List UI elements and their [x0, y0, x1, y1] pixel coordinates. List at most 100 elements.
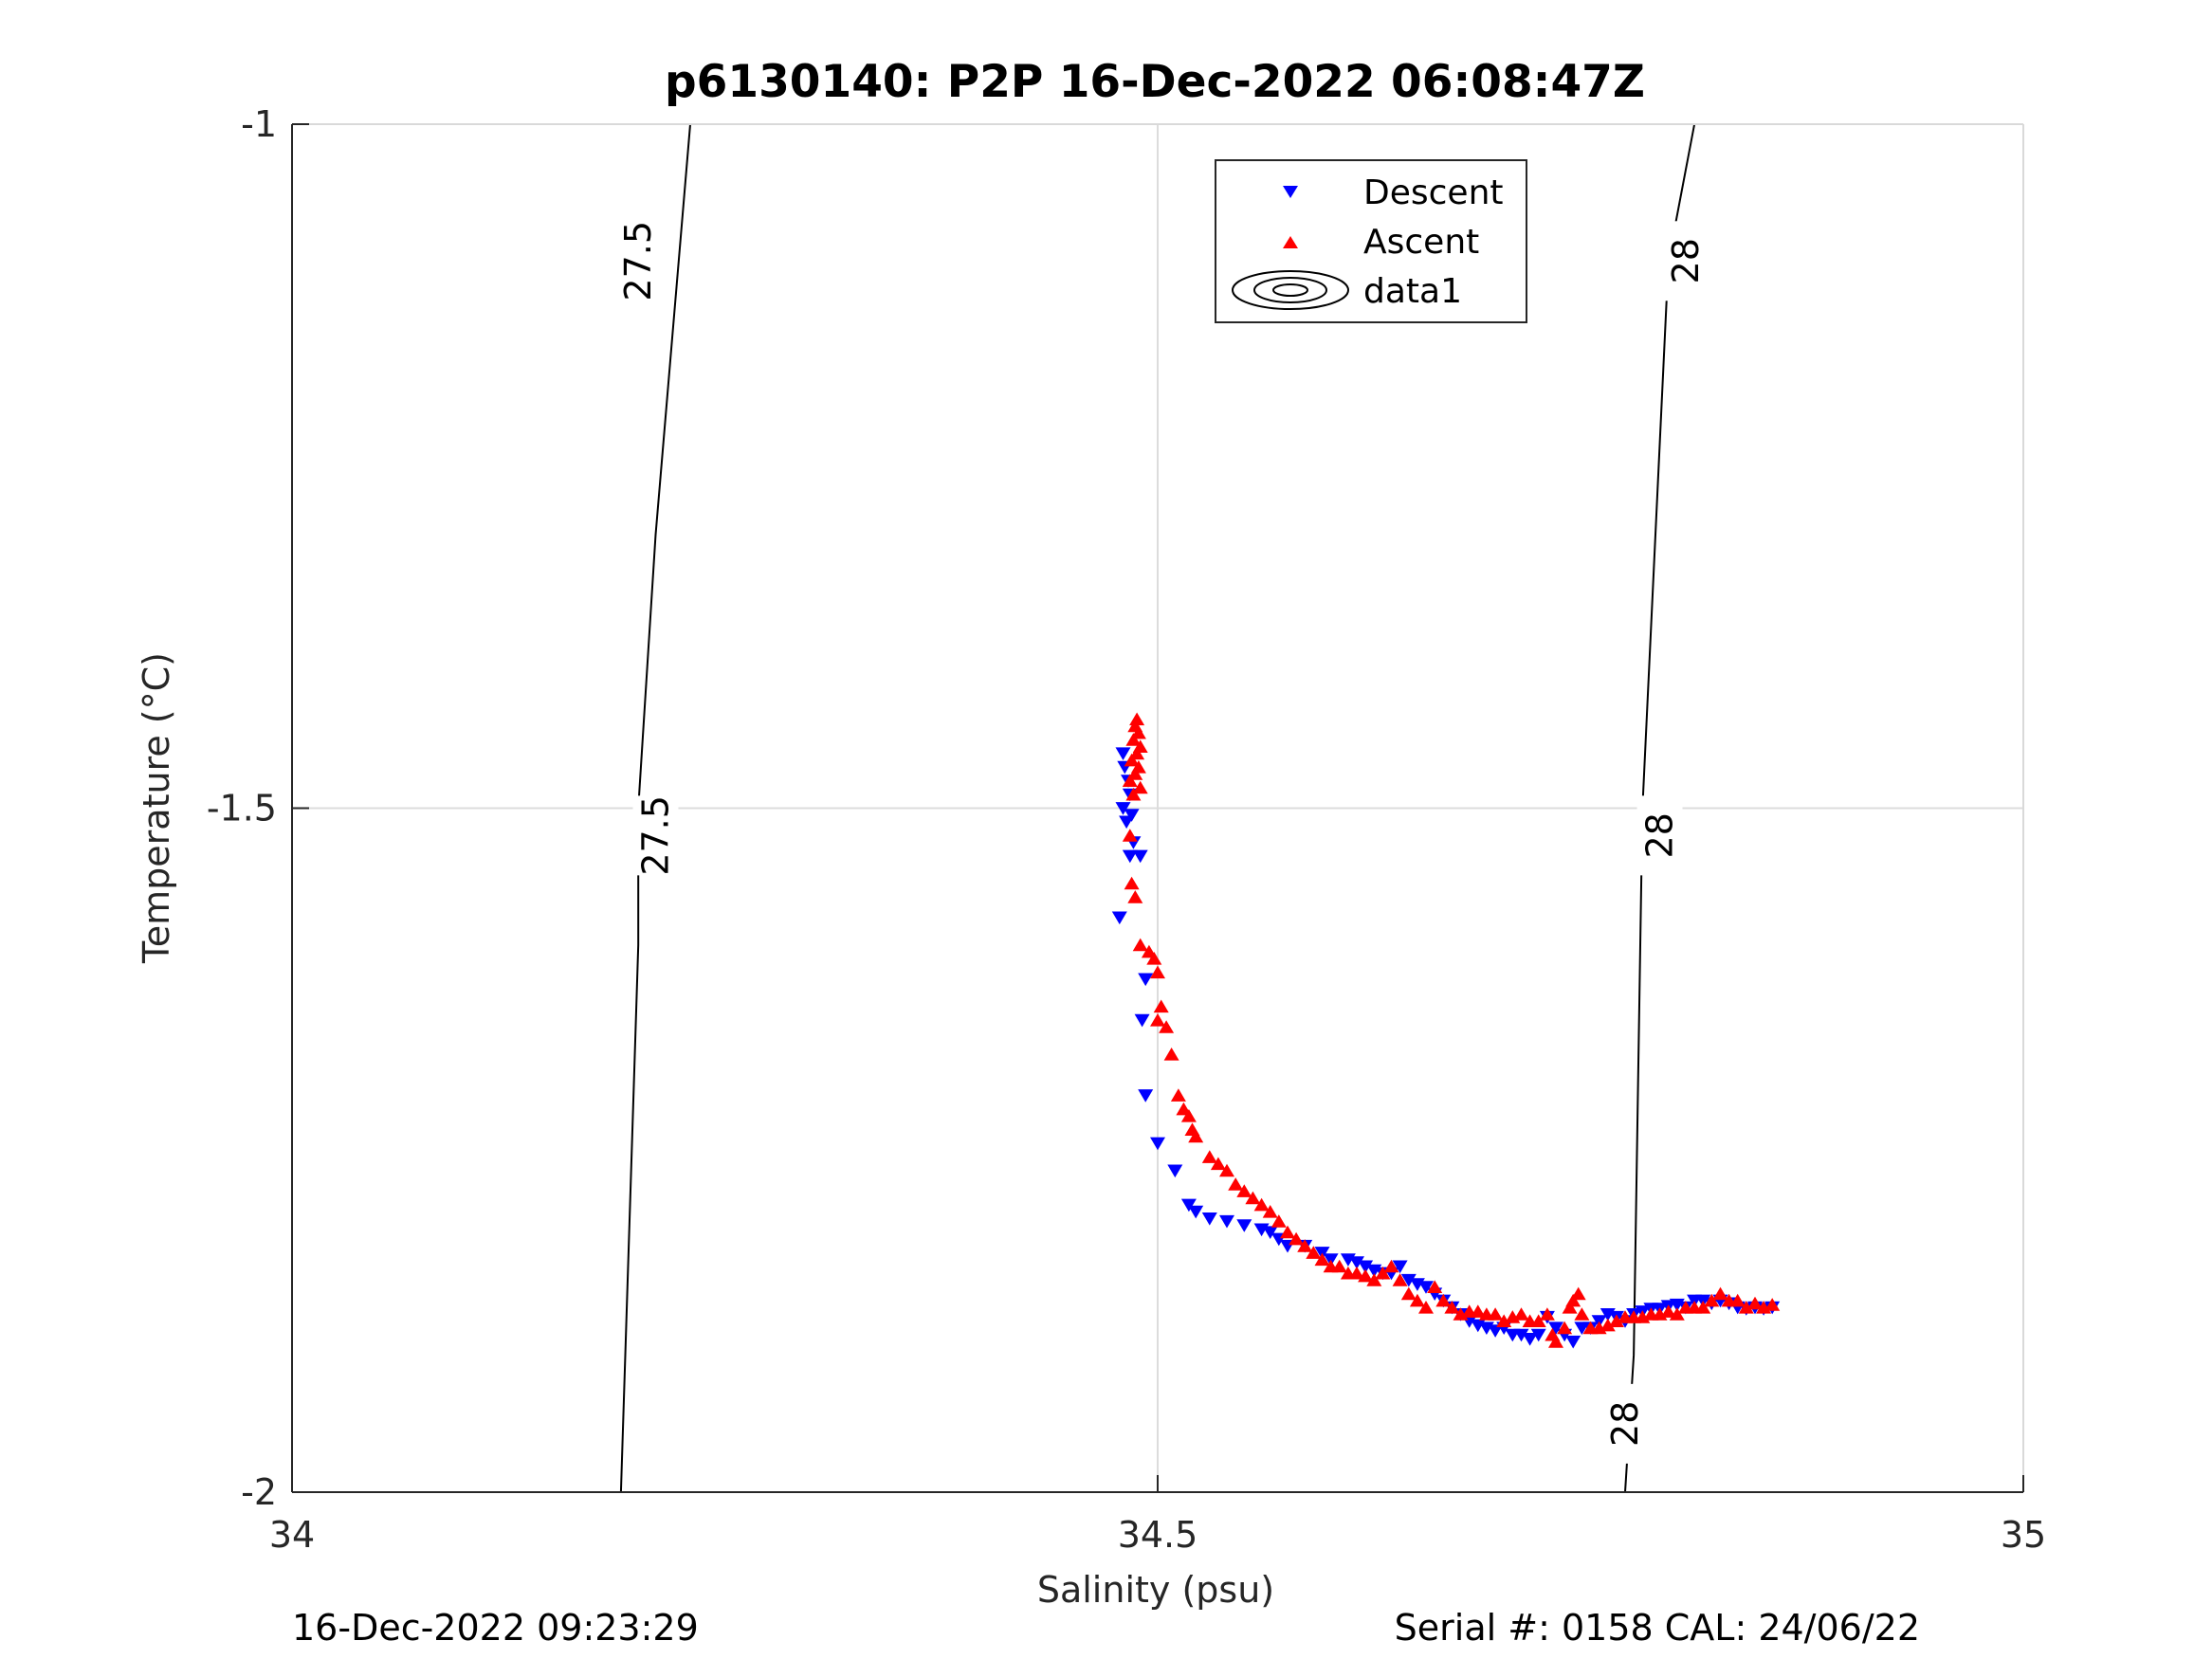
ascent-point	[1383, 1259, 1399, 1273]
descent-point	[1548, 1322, 1563, 1335]
density-contours: 27.5 27.5 28 28 28	[615, 123, 1709, 1493]
descent-point	[1180, 1198, 1197, 1212]
plot-area: 27.5 27.5 28 28 28 34 34.5 35 -2 -1.5 -1	[207, 103, 2046, 1556]
descent-point	[1150, 1137, 1165, 1151]
ascent-point	[1153, 999, 1169, 1013]
ascent-point	[1747, 1296, 1763, 1310]
ascent-point	[1669, 1307, 1685, 1321]
ascent-point	[1600, 1318, 1616, 1332]
descent-point	[1513, 1328, 1529, 1342]
ascent-point	[1530, 1314, 1546, 1327]
ascent-point	[1358, 1268, 1374, 1283]
ascent-point	[1695, 1301, 1711, 1314]
descent-point	[1188, 1205, 1204, 1219]
descent-point	[1115, 747, 1131, 760]
ascent-point	[1435, 1293, 1452, 1307]
ascent-point	[1306, 1246, 1322, 1259]
ascent-point	[1366, 1273, 1382, 1286]
ascent-point	[1375, 1266, 1391, 1280]
contour-label-gap	[1636, 795, 1683, 876]
footer-timestamp: 16-Dec-2022 09:23:29	[292, 1607, 699, 1649]
descent-point	[1522, 1333, 1538, 1346]
ascent-point	[1159, 1020, 1175, 1033]
descent-point	[1349, 1256, 1364, 1269]
x-tick-label: 34.5	[1118, 1514, 1198, 1556]
descent-point	[1124, 809, 1140, 822]
ascent-point	[1124, 876, 1140, 890]
contour-label: 27.5	[617, 221, 659, 301]
descent-point	[1400, 1273, 1417, 1287]
ascent-point	[1738, 1301, 1754, 1314]
ascent-point	[1146, 952, 1162, 965]
ascent-point	[1349, 1266, 1364, 1280]
ascent-point	[1150, 1013, 1165, 1027]
legend-box	[1215, 159, 1527, 323]
descent-point	[1236, 1219, 1252, 1232]
contour-label: 28	[1639, 812, 1681, 858]
ascent-point	[1289, 1231, 1305, 1246]
y-tick-label: -1.5	[207, 788, 277, 830]
descent-point	[1488, 1324, 1504, 1338]
ascent-point	[1444, 1301, 1460, 1314]
ascent-point	[1513, 1307, 1529, 1321]
ascent-point	[1548, 1335, 1563, 1348]
data-points	[1111, 712, 1781, 1349]
ascent-point	[1470, 1304, 1486, 1318]
ascent-point	[1262, 1205, 1278, 1218]
ascent-point	[1127, 890, 1143, 903]
ascent-point	[1729, 1293, 1746, 1307]
descent-point	[1392, 1260, 1408, 1274]
ascent-point	[1418, 1301, 1434, 1314]
descent-point	[1115, 802, 1131, 815]
ascent-point	[1271, 1214, 1287, 1228]
descent-point	[1262, 1226, 1278, 1239]
ascent-point	[1122, 774, 1138, 787]
axis-ticks: 34 34.5 35 -2 -1.5 -1	[207, 103, 2046, 1556]
legend-contour-icon	[1232, 270, 1349, 310]
x-tick-label: 34	[269, 1514, 315, 1556]
legend-ascent-label: Ascent	[1363, 223, 1479, 262]
x-tick-label: 35	[2001, 1514, 2046, 1556]
descent-point	[1132, 849, 1148, 864]
ascent-point	[1565, 1293, 1581, 1307]
ascent-point	[1704, 1293, 1720, 1307]
contour-label-gap	[1662, 221, 1709, 301]
ascent-point	[1712, 1286, 1728, 1301]
ascent-point	[1574, 1307, 1590, 1321]
ascent-point	[1660, 1304, 1676, 1318]
ascent-point	[1409, 1293, 1425, 1307]
ascent-point	[1188, 1129, 1204, 1143]
ascent-point	[1557, 1321, 1573, 1335]
ascent-point	[1245, 1191, 1261, 1205]
ascent-point	[1129, 712, 1145, 726]
ascent-point	[1253, 1197, 1270, 1212]
contour-label: 27.5	[634, 795, 676, 876]
descent-point	[1530, 1328, 1546, 1342]
descent-point	[1134, 1013, 1150, 1028]
ascent-point	[1132, 938, 1148, 952]
legend-data1-label: data1	[1363, 272, 1462, 311]
ascent-point	[1314, 1252, 1330, 1267]
ascent-point	[1124, 753, 1140, 767]
x-axis-label: Salinity (psu)	[1037, 1569, 1274, 1611]
ascent-point	[1163, 1048, 1179, 1061]
descent-point	[1167, 1164, 1183, 1178]
ascent-point	[1488, 1307, 1504, 1321]
contour-label: 28	[1604, 1401, 1646, 1447]
footer-serial-cal: Serial #: 0158 CAL: 24/06/22	[1395, 1607, 1920, 1649]
ascent-point	[1331, 1259, 1347, 1273]
ascent-point	[1297, 1239, 1313, 1252]
ascent-point	[1125, 733, 1142, 746]
y-tick-label: -1	[241, 103, 277, 145]
contour-label-gap	[632, 795, 679, 876]
ascent-point	[1496, 1314, 1512, 1327]
contour-label: 28	[1665, 238, 1707, 283]
legend: Descent Ascent data1	[1215, 159, 1527, 323]
descent-point	[1219, 1214, 1234, 1229]
ascent-point	[1170, 1088, 1186, 1102]
ascent-point	[1210, 1157, 1226, 1171]
ascent-point	[1201, 1150, 1217, 1163]
y-tick-label: -2	[241, 1471, 277, 1513]
ascent-point	[1400, 1286, 1417, 1301]
